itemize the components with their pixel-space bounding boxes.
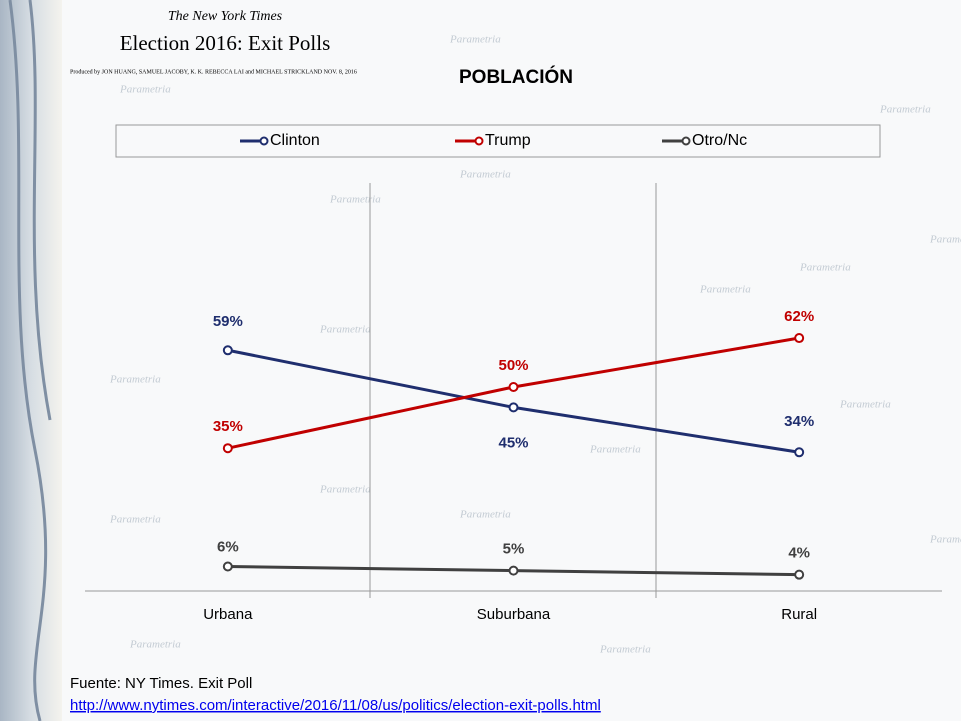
- point: [508, 565, 519, 576]
- chart-title: POBLACIÓN: [459, 66, 573, 88]
- side-image: [0, 0, 62, 721]
- data-label: 45%: [498, 434, 528, 451]
- masthead: The New York Times: [168, 9, 283, 24]
- source: Fuente: NY Times. Exit Poll: [70, 675, 252, 692]
- data-label: 34%: [784, 413, 814, 430]
- watermark: Parametria: [799, 262, 851, 274]
- point: [222, 561, 233, 572]
- source-link[interactable]: http://www.nytimes.com/interactive/2016/…: [70, 697, 601, 714]
- watermark: Parametria: [589, 444, 641, 456]
- legend-marker: [474, 136, 484, 146]
- x-tick-label: Urbana: [203, 606, 253, 623]
- watermark: Parametria: [119, 84, 171, 96]
- watermark: Parametria: [319, 484, 371, 496]
- legend-marker: [259, 136, 269, 146]
- watermark: Parametria: [929, 534, 961, 546]
- data-label: 5%: [503, 541, 525, 558]
- legend-box: [115, 124, 881, 158]
- headline: Election 2016: Exit Polls: [120, 31, 331, 55]
- legend-label: Trump: [485, 132, 531, 149]
- watermark: Parametria: [459, 169, 511, 181]
- legend-label: Clinton: [270, 132, 320, 149]
- point: [794, 447, 805, 458]
- watermark: Parametria: [599, 644, 651, 656]
- data-label: 6%: [217, 538, 239, 555]
- data-label: 4%: [788, 545, 810, 562]
- point: [794, 569, 805, 580]
- watermark: Parametria: [929, 234, 961, 246]
- watermark: Parametria: [699, 284, 751, 296]
- data-label: 50%: [498, 357, 528, 374]
- data-label: 35%: [213, 418, 243, 435]
- point: [508, 382, 519, 392]
- point: [222, 443, 233, 454]
- watermark: Parametria: [839, 399, 891, 411]
- watermark: Parametria: [109, 374, 161, 386]
- legend-label: Otro/Nc: [692, 132, 747, 149]
- point: [222, 345, 233, 356]
- side-decoration: [8, 0, 52, 721]
- watermark: Parametria: [879, 104, 931, 116]
- watermark: Parametria: [129, 639, 181, 651]
- watermarks: Parametria Parametria Parametria Parametria…: [109, 34, 961, 656]
- watermark: Parametria: [449, 34, 501, 46]
- byline: Produced by JON HUANG, SAMUEL JACOBY, K.…: [70, 69, 357, 75]
- watermark: Parametria: [329, 194, 381, 206]
- watermark: Parametria: [319, 324, 371, 336]
- legend-marker: [681, 136, 691, 146]
- point: [508, 402, 519, 413]
- data-label: 59%: [213, 313, 243, 330]
- x-tick-label: Suburbana: [477, 606, 551, 623]
- watermark: Parametria: [459, 509, 511, 521]
- data-label: 62%: [784, 308, 814, 325]
- watermark: Parametria: [109, 514, 161, 526]
- x-tick-label: Rural: [781, 606, 817, 623]
- point: [794, 333, 805, 344]
